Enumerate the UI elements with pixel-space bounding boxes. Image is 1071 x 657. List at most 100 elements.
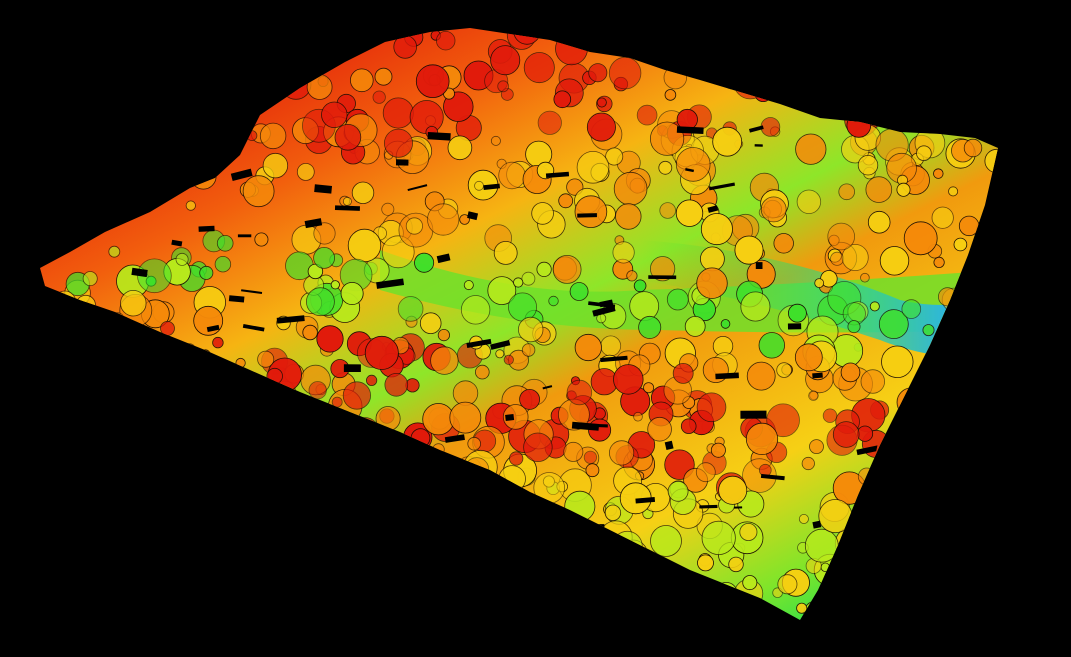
shadow-gap xyxy=(787,323,802,330)
canopy-blob xyxy=(55,338,89,372)
canopy-blob xyxy=(142,97,154,109)
canopy-blob xyxy=(199,363,229,393)
canopy-blob xyxy=(130,443,158,471)
canopy-blob xyxy=(174,30,199,54)
canopy-blob xyxy=(697,591,729,620)
canopy-blob xyxy=(832,421,860,448)
canopy-blob xyxy=(978,277,998,300)
canopy-blob xyxy=(393,603,417,620)
canopy-blob xyxy=(138,179,149,190)
canopy-blob xyxy=(157,337,181,362)
canopy-blob xyxy=(118,394,138,414)
canopy-blob xyxy=(523,52,555,84)
canopy-blob xyxy=(40,128,58,148)
canopy-blob xyxy=(950,74,981,105)
shadow-gap xyxy=(592,305,616,317)
canopy-blob xyxy=(839,36,871,68)
canopy-blob xyxy=(64,382,80,399)
canopy-blob xyxy=(121,155,148,182)
canopy-blob xyxy=(78,177,101,200)
canopy-blob xyxy=(464,457,490,483)
canopy-blob xyxy=(334,124,362,151)
canopy-blob xyxy=(972,348,990,367)
shadow-gap xyxy=(577,213,597,218)
canopy-blob xyxy=(226,420,242,436)
canopy-blob xyxy=(795,133,827,165)
canopy-blob xyxy=(305,287,335,317)
canopy-blob xyxy=(397,296,424,322)
canopy-blob xyxy=(586,112,616,142)
canopy-blob xyxy=(798,84,825,110)
canopy-blob xyxy=(157,37,190,70)
canopy-blob xyxy=(91,469,110,488)
canopy-blob xyxy=(531,202,554,225)
canopy-blob xyxy=(498,465,526,493)
canopy-blob xyxy=(70,104,81,116)
canopy-blob xyxy=(600,546,611,556)
canopy-blob xyxy=(199,265,214,280)
canopy-blob xyxy=(767,40,793,66)
shadow-gap xyxy=(171,239,183,247)
canopy-blob xyxy=(904,28,937,50)
canopy-blob xyxy=(926,526,960,560)
canopy-blob xyxy=(183,515,210,542)
canopy-blob xyxy=(296,162,315,181)
canopy-blob xyxy=(600,335,622,357)
canopy-blob xyxy=(768,28,803,49)
canopy-blob xyxy=(87,556,116,585)
shadow-gap xyxy=(237,234,252,238)
canopy-blob xyxy=(433,526,463,556)
canopy-blob xyxy=(675,147,711,182)
canopy-blob xyxy=(235,357,246,369)
canopy-blob xyxy=(909,535,942,568)
canopy-blob xyxy=(73,134,90,152)
shadow-gap xyxy=(676,126,704,135)
canopy-blob xyxy=(902,467,915,481)
canopy-blob xyxy=(137,258,172,294)
canopy-blob xyxy=(482,511,503,532)
shadow-gap xyxy=(707,205,719,213)
canopy-blob xyxy=(206,153,219,166)
canopy-blob xyxy=(212,336,224,349)
canopy-blob xyxy=(88,403,102,417)
shadow-gap xyxy=(304,489,322,497)
canopy-blob xyxy=(240,556,256,572)
canopy-blob xyxy=(331,396,343,408)
canopy-blob xyxy=(124,93,135,104)
canopy-blob xyxy=(273,406,296,429)
canopy-blob xyxy=(666,288,689,311)
canopy-blob xyxy=(854,501,872,519)
canopy-blob xyxy=(233,63,255,85)
canopy-blob xyxy=(145,58,180,94)
canopy-blob xyxy=(720,319,731,329)
shadow-gap xyxy=(427,132,451,141)
canopy-blob xyxy=(427,203,460,236)
shadow-gap xyxy=(664,440,674,450)
canopy-blob xyxy=(896,387,927,418)
canopy-blob xyxy=(211,452,234,475)
canopy-blob xyxy=(354,511,369,525)
canopy-blob xyxy=(384,524,402,542)
canopy-blob xyxy=(83,150,114,181)
canopy-blob xyxy=(292,37,323,68)
shadow-gap xyxy=(733,506,743,509)
canopy-blob xyxy=(822,408,838,423)
canopy-blob xyxy=(935,582,962,608)
canopy-blob xyxy=(151,529,181,560)
canopy-blob xyxy=(71,533,91,553)
canopy-blob xyxy=(803,600,828,620)
canopy-blob xyxy=(862,76,875,88)
canopy-blob xyxy=(857,154,879,176)
canopy-blob xyxy=(728,556,744,573)
canopy-blob xyxy=(563,441,584,462)
canopy-blob xyxy=(629,291,660,322)
canopy-blob xyxy=(190,163,217,190)
canopy-blob xyxy=(883,32,895,44)
canopy-blob xyxy=(954,288,990,324)
canopy-blob xyxy=(306,74,333,100)
canopy-blob xyxy=(933,168,944,179)
canopy-blob xyxy=(443,91,474,122)
canopy-blob xyxy=(613,171,648,206)
canopy-blob xyxy=(619,28,636,42)
